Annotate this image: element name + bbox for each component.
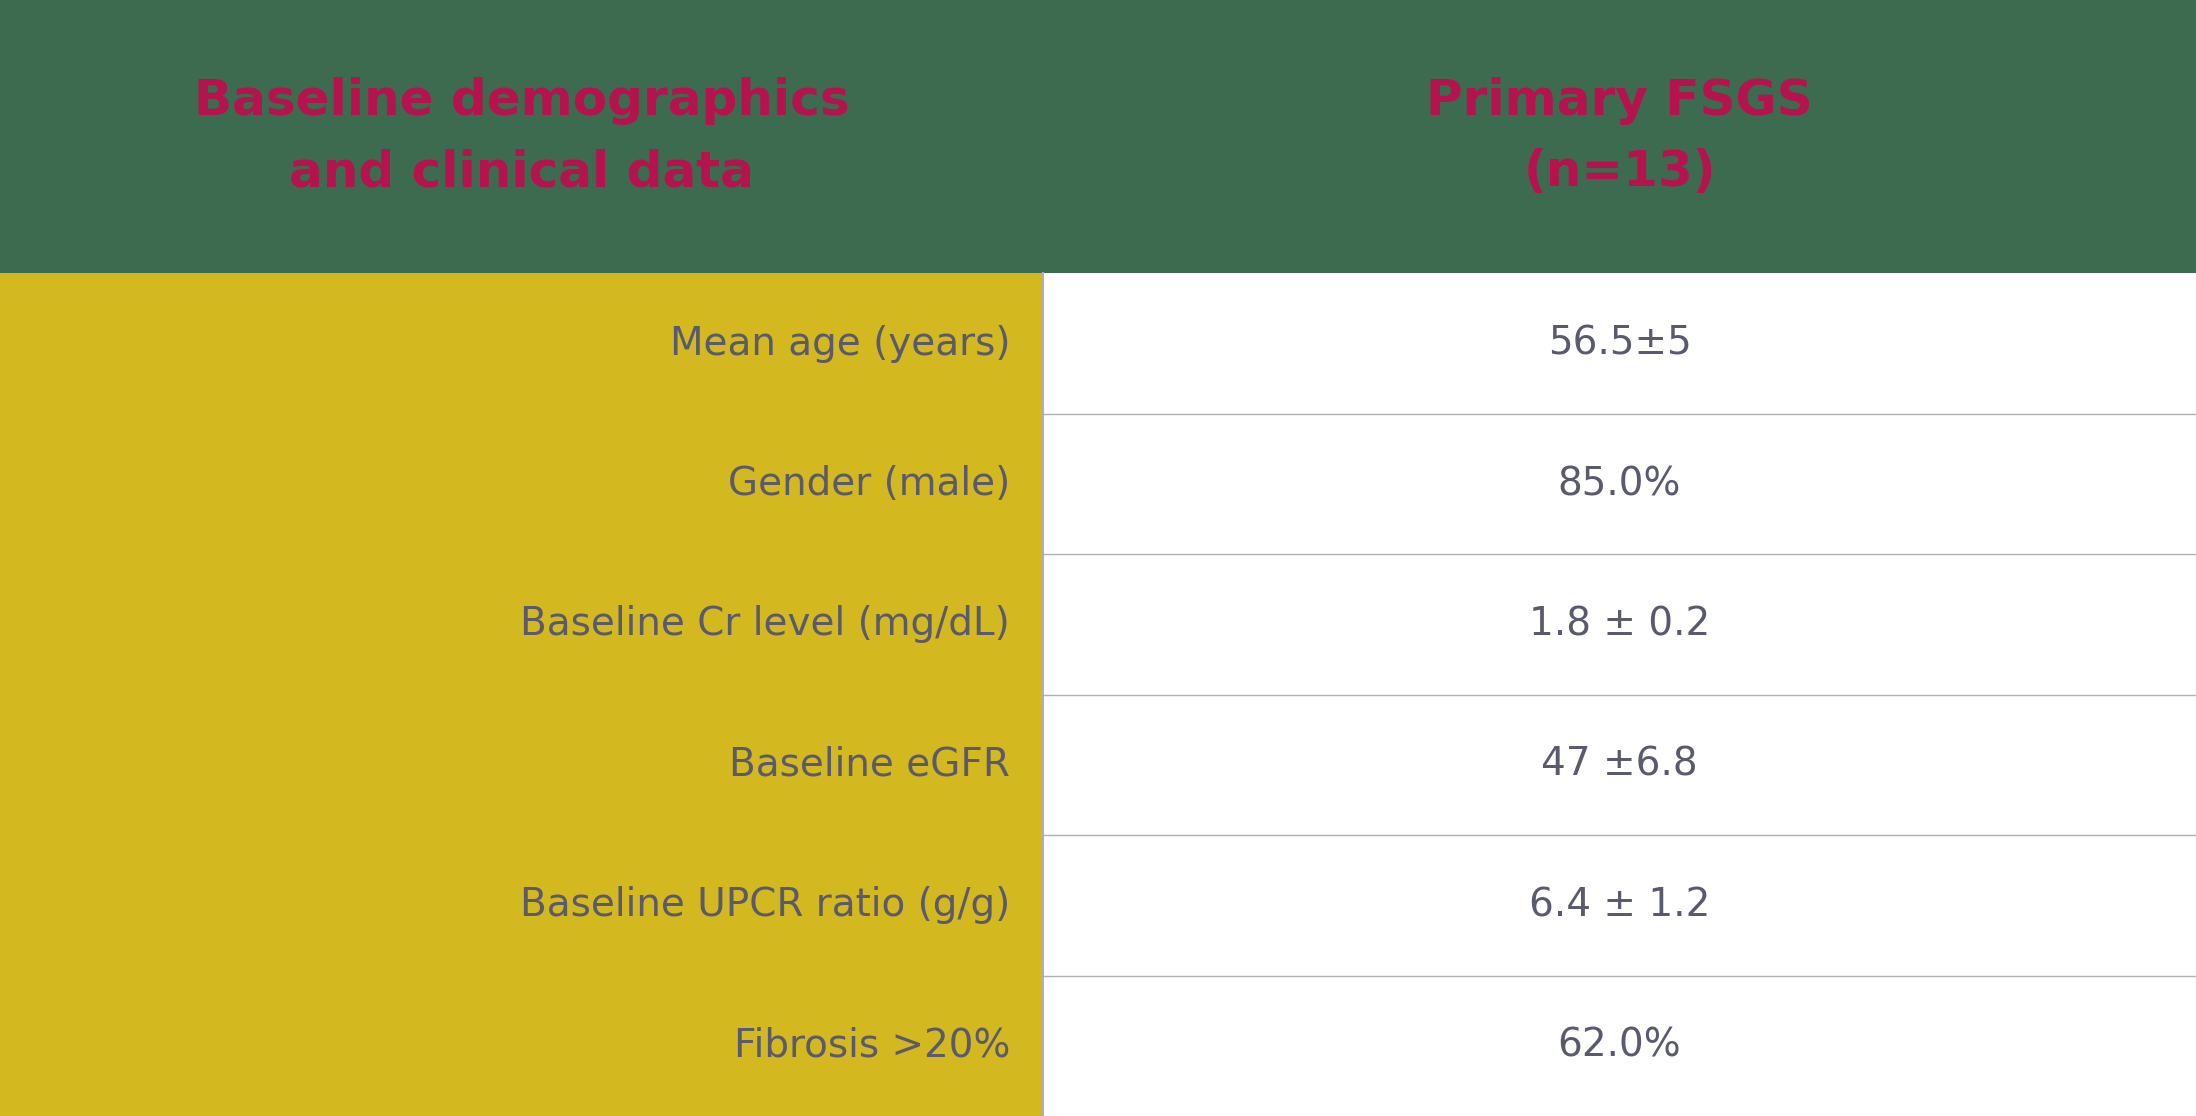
Bar bbox=[1043, 273, 2196, 1116]
Text: 56.5±5: 56.5±5 bbox=[1548, 325, 1691, 363]
Text: 85.0%: 85.0% bbox=[1557, 465, 1682, 503]
Text: Baseline Cr level (mg/dL): Baseline Cr level (mg/dL) bbox=[520, 606, 1010, 644]
Text: 1.8 ± 0.2: 1.8 ± 0.2 bbox=[1528, 606, 1711, 644]
Text: Baseline demographics
and clinical data: Baseline demographics and clinical data bbox=[193, 77, 850, 196]
Text: Fibrosis >20%: Fibrosis >20% bbox=[733, 1027, 1010, 1065]
Text: 6.4 ± 1.2: 6.4 ± 1.2 bbox=[1528, 886, 1711, 924]
Text: 62.0%: 62.0% bbox=[1557, 1027, 1682, 1065]
Text: Mean age (years): Mean age (years) bbox=[670, 325, 1010, 363]
Text: Primary FSGS
(n=13): Primary FSGS (n=13) bbox=[1425, 77, 1814, 196]
Bar bbox=[0, 0, 2196, 273]
Text: 47 ±6.8: 47 ±6.8 bbox=[1542, 745, 1698, 783]
Text: Baseline eGFR: Baseline eGFR bbox=[729, 745, 1010, 783]
Text: Gender (male): Gender (male) bbox=[727, 465, 1010, 503]
Bar bbox=[0, 273, 1043, 1116]
Text: Baseline UPCR ratio (g/g): Baseline UPCR ratio (g/g) bbox=[520, 886, 1010, 924]
